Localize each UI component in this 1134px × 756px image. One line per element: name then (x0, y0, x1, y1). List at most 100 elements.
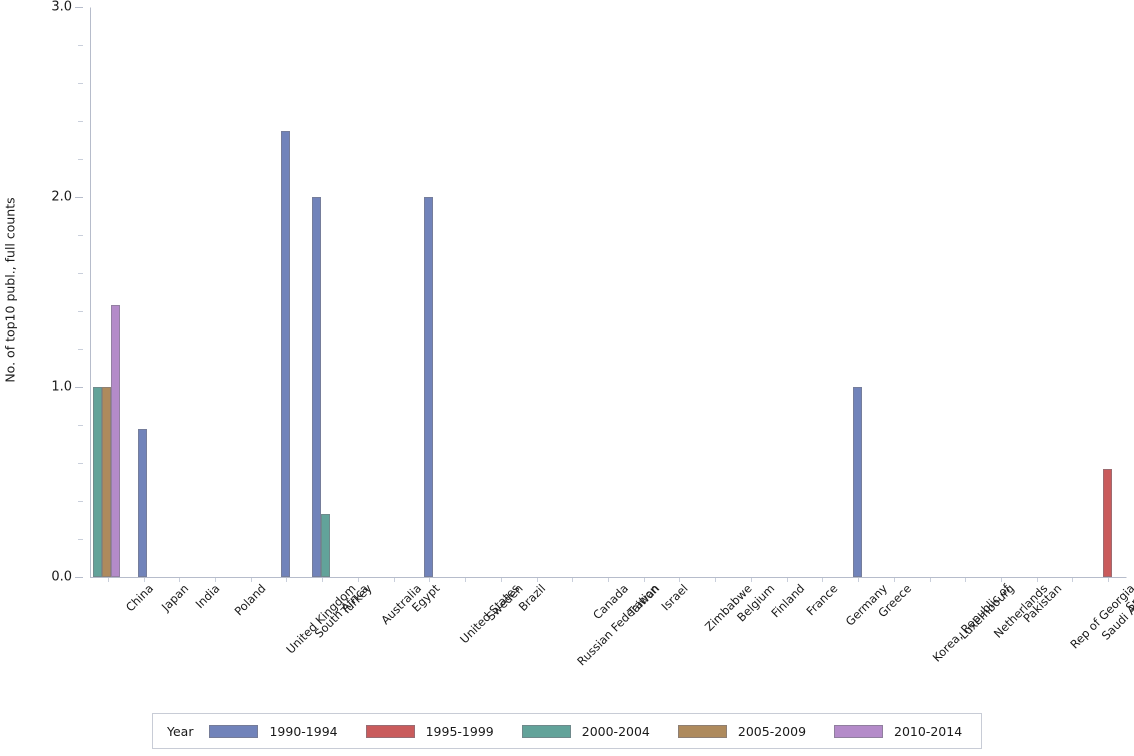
x-axis-tick (143, 578, 145, 582)
bar-group (627, 8, 663, 577)
bar-group (162, 8, 198, 577)
x-axis-tick (1000, 578, 1002, 582)
x-axis-tick (429, 578, 431, 582)
bar[interactable] (852, 387, 862, 577)
bar[interactable] (93, 387, 103, 577)
y-axis-major-tick (75, 577, 83, 578)
legend-title: Year (167, 723, 194, 739)
x-axis-tick (179, 578, 181, 582)
bar-group (127, 8, 163, 577)
x-axis-tick (1036, 578, 1038, 582)
plot-area (90, 7, 1127, 578)
bar[interactable] (102, 387, 112, 577)
x-axis-tick (608, 578, 609, 582)
x-axis-tick (893, 578, 895, 582)
bar-group (591, 8, 627, 577)
legend: Year 1990-1994 1995-1999 2000-2004 2005-200… (152, 713, 982, 749)
bar-group (305, 8, 341, 577)
legend-item[interactable]: 2000-2004 (521, 723, 650, 739)
y-axis-tick-label: 1.0 (51, 379, 72, 395)
x-axis-tick (715, 578, 717, 582)
legend-swatch (521, 724, 571, 738)
legend-label: 1990-1994 (269, 723, 338, 739)
y-axis-minor-tick (78, 425, 83, 426)
x-axis-tick-label: India (192, 581, 223, 612)
legend-label: 1995-1999 (425, 723, 494, 739)
bar-group (341, 8, 377, 577)
bar[interactable] (138, 428, 148, 577)
bar-group (448, 8, 484, 577)
x-axis-tick (322, 578, 324, 582)
bar[interactable] (280, 130, 290, 577)
y-axis-minor-tick (78, 311, 83, 312)
x-axis-tick-label: United Kingdom (283, 581, 359, 657)
bar-group (1020, 8, 1056, 577)
legend-item[interactable]: 2010-2014 (834, 724, 962, 739)
y-axis-minor-tick (78, 349, 83, 350)
x-axis-tick (572, 578, 574, 582)
x-axis-tick-label: Poland (231, 581, 269, 619)
bar-group (698, 8, 734, 577)
legend-label: 2000-2004 (581, 723, 650, 739)
bar-group (1056, 8, 1092, 577)
bar-group (555, 8, 591, 577)
x-axis-tick-label: France (803, 581, 841, 619)
bar-group (413, 8, 449, 577)
x-axis-tick (393, 578, 395, 582)
bar-group (1091, 8, 1127, 577)
y-axis-minor-tick (78, 159, 83, 160)
legend-swatch (209, 724, 259, 738)
x-axis-tick-label: Japan (158, 581, 191, 614)
y-axis: No. of top10 publ., full counts 0.0 1.0 2.… (0, 0, 90, 585)
x-axis-tick (1108, 578, 1110, 582)
bar[interactable] (111, 305, 121, 577)
x-axis-tick (250, 578, 252, 582)
bar-group (841, 8, 877, 577)
legend-item[interactable]: 1990-1994 (209, 723, 338, 739)
bar-group (234, 8, 270, 577)
x-axis-tick (465, 578, 467, 582)
y-axis-minor-tick (78, 45, 83, 46)
legend-item[interactable]: 2005-2009 (677, 724, 806, 739)
legend-label: 2010-2014 (894, 723, 963, 739)
bar-group (520, 8, 556, 577)
y-axis-minor-tick (78, 121, 83, 122)
x-axis-tick-label: China (122, 581, 156, 615)
y-axis-minor-tick (78, 539, 83, 540)
y-axis-major-tick (75, 197, 83, 198)
bar-group (877, 8, 913, 577)
legend-swatch (834, 724, 884, 738)
x-axis-tick (822, 578, 824, 582)
y-axis-tick-label: 2.0 (51, 189, 72, 205)
x-axis-tick (357, 578, 359, 582)
bar[interactable] (312, 197, 322, 577)
bar[interactable] (1102, 468, 1112, 577)
bar[interactable] (321, 514, 331, 577)
y-axis-tick-label: 3.0 (51, 0, 72, 15)
y-axis-minor-tick (78, 273, 83, 274)
x-axis-tick (1072, 578, 1074, 582)
x-axis-tick (929, 578, 931, 582)
x-axis-tick (858, 578, 860, 582)
x-axis-tick-label: Israel (658, 581, 691, 614)
y-axis-minor-tick (78, 235, 83, 236)
bar[interactable] (423, 197, 433, 577)
legend-items: 1990-1994 1995-1999 2000-2004 2005-2009 2010… (209, 724, 962, 739)
x-axis-tick (215, 578, 217, 582)
x-axis-tick (750, 578, 752, 582)
x-axis-tick (786, 578, 788, 582)
x-axis-labels: China Japan India Poland United Kingdom South… (90, 578, 1134, 708)
bar-group (913, 8, 949, 577)
y-axis-minor-tick (78, 83, 83, 84)
bar-group (198, 8, 234, 577)
bar-group (91, 8, 127, 577)
bar-group (734, 8, 770, 577)
x-axis-tick (286, 578, 288, 582)
y-axis-major-tick (75, 7, 83, 8)
legend-item[interactable]: 1995-1999 (365, 723, 494, 739)
y-axis-title: No. of top10 publ., full counts (2, 197, 18, 383)
bar-group (663, 8, 699, 577)
x-axis-tick (643, 578, 645, 582)
bar-group (984, 8, 1020, 577)
